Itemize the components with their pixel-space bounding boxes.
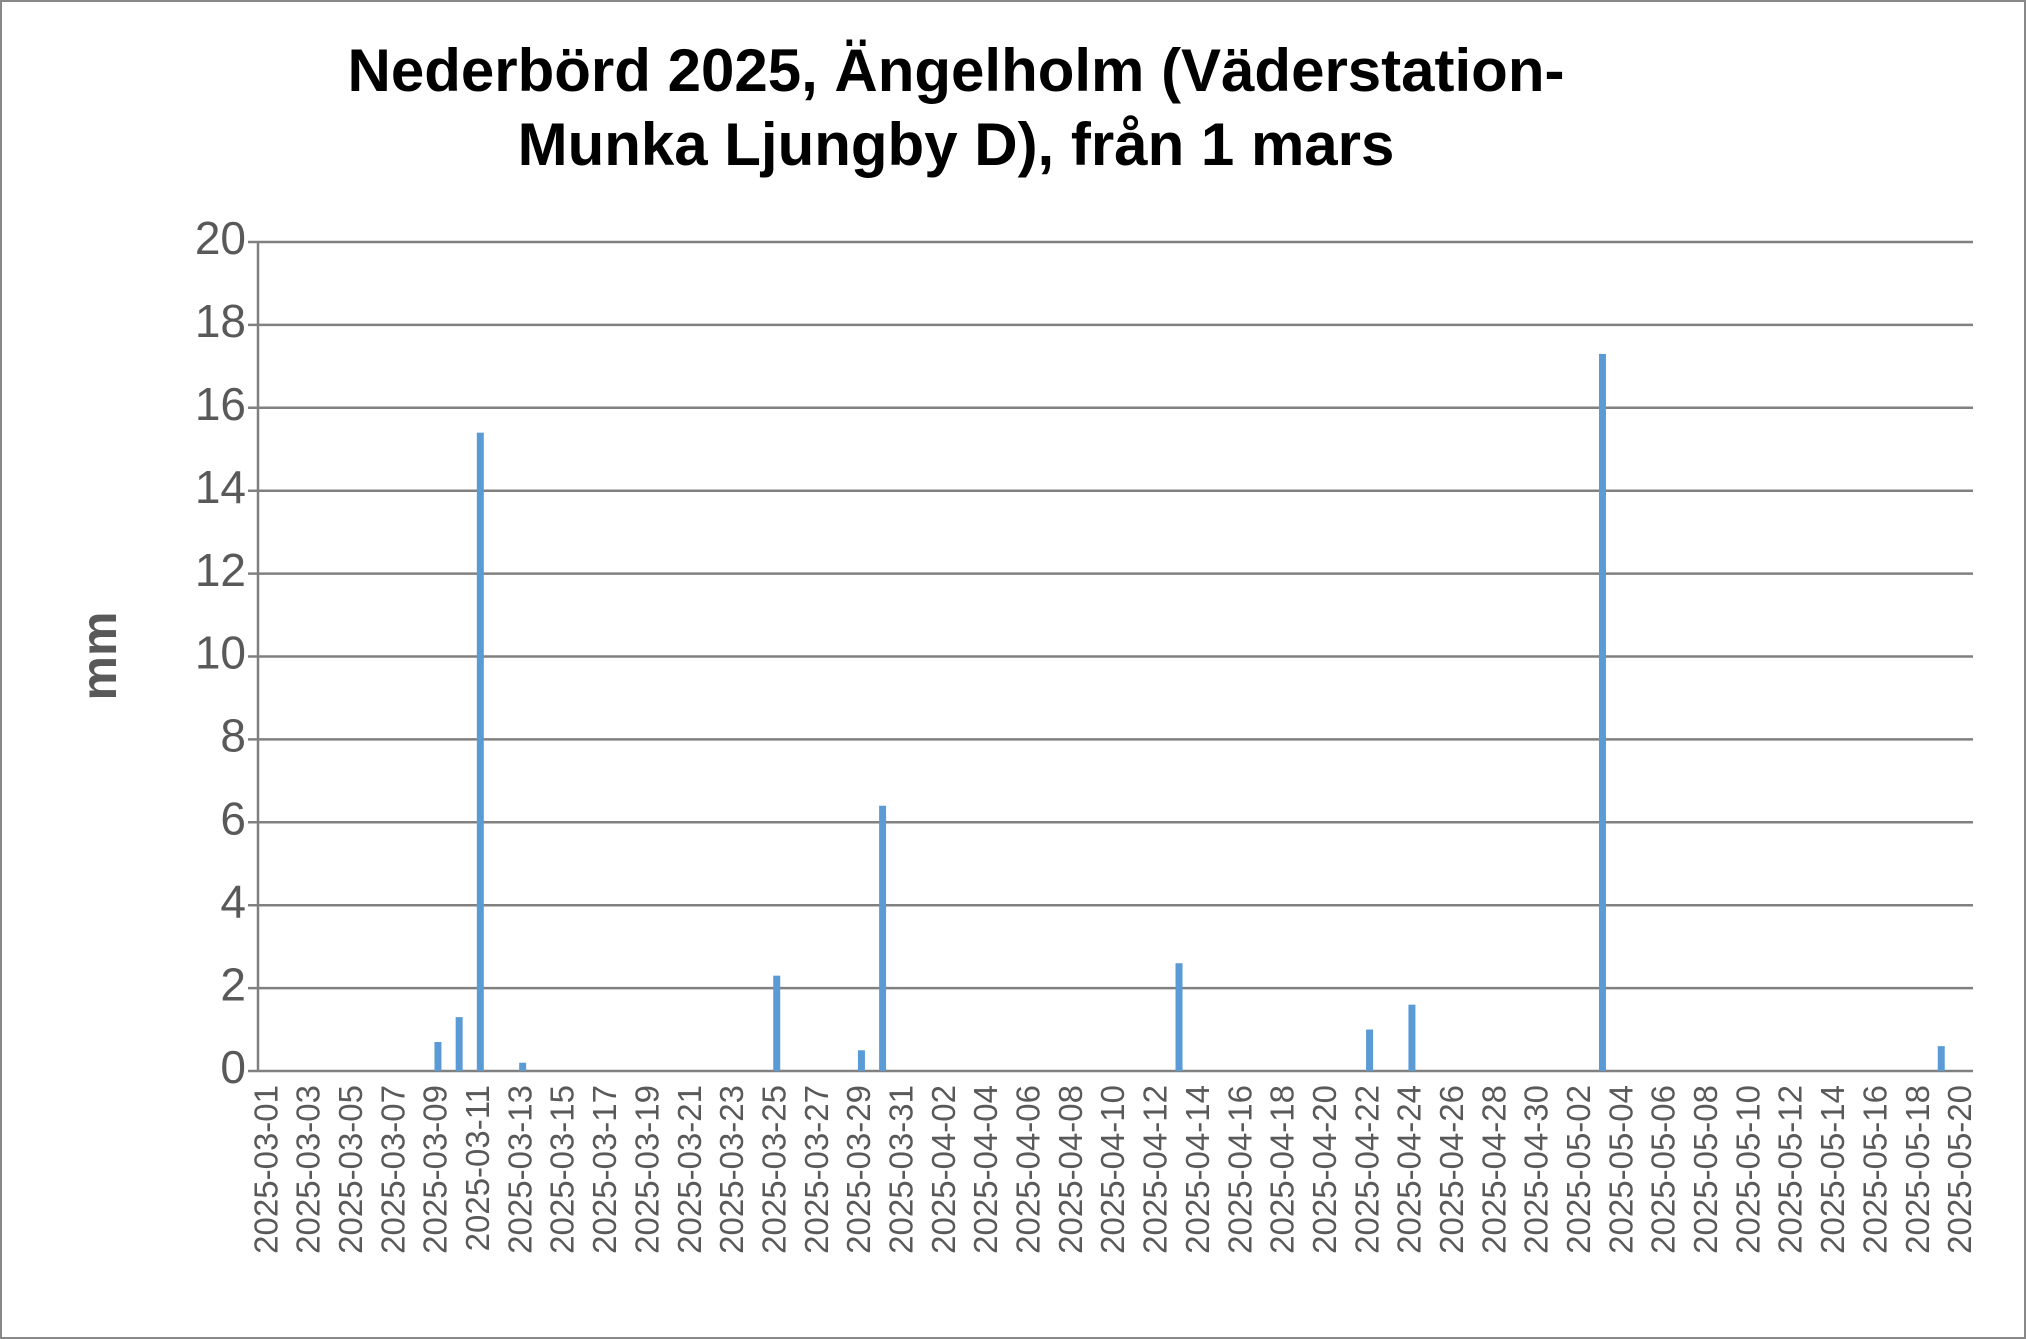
y-axis-label: mm xyxy=(71,612,127,701)
bar xyxy=(857,1050,865,1071)
x-tick-label: 2025-05-10 xyxy=(1729,1085,1766,1254)
x-tick-label: 2025-03-13 xyxy=(501,1085,538,1254)
y-tick-label: 8 xyxy=(220,710,246,762)
bar xyxy=(773,975,781,1071)
x-tick-label: 2025-04-30 xyxy=(1518,1085,1555,1254)
x-tick-label: 2025-03-03 xyxy=(290,1085,327,1254)
y-tick-label: 14 xyxy=(195,461,246,513)
bar xyxy=(1598,353,1606,1071)
chart-title: Nederbörd 2025, Ängelholm (Väderstation- xyxy=(348,37,1565,104)
y-tick-label: 4 xyxy=(220,875,246,927)
y-tick-label: 0 xyxy=(220,1041,246,1093)
x-tick-label: 2025-03-25 xyxy=(755,1085,792,1254)
x-tick-label: 2025-03-29 xyxy=(840,1085,877,1254)
bar xyxy=(879,805,887,1071)
x-tick-label: 2025-04-26 xyxy=(1433,1085,1470,1254)
x-tick-label: 2025-03-11 xyxy=(459,1085,496,1251)
x-tick-label: 2025-03-27 xyxy=(798,1085,835,1254)
y-tick-label: 20 xyxy=(195,212,246,264)
x-tick-label: 2025-04-24 xyxy=(1391,1085,1428,1254)
x-tick-label: 2025-03-05 xyxy=(332,1085,369,1254)
x-tick-label: 2025-05-14 xyxy=(1814,1085,1851,1254)
bar xyxy=(455,1017,463,1071)
chart-title: Munka Ljungby D), från 1 mars xyxy=(518,111,1395,178)
y-tick-label: 10 xyxy=(195,627,246,679)
x-tick-label: 2025-05-18 xyxy=(1899,1085,1936,1254)
x-tick-label: 2025-05-16 xyxy=(1856,1085,1893,1254)
x-tick-label: 2025-04-12 xyxy=(1137,1085,1174,1254)
x-tick-label: 2025-04-18 xyxy=(1264,1085,1301,1254)
x-tick-label: 2025-05-04 xyxy=(1602,1085,1639,1254)
x-tick-label: 2025-05-08 xyxy=(1687,1085,1724,1254)
y-tick-label: 12 xyxy=(195,544,246,596)
y-tick-label: 2 xyxy=(220,958,246,1010)
bar xyxy=(1408,1004,1416,1071)
bar xyxy=(434,1041,442,1071)
bar xyxy=(1366,1029,1374,1071)
x-tick-label: 2025-03-17 xyxy=(586,1085,623,1254)
x-tick-label: 2025-04-10 xyxy=(1094,1085,1131,1254)
x-tick-label: 2025-04-20 xyxy=(1306,1085,1343,1254)
y-tick-label: 16 xyxy=(195,378,246,430)
x-tick-label: 2025-05-02 xyxy=(1560,1085,1597,1254)
x-tick-label: 2025-05-12 xyxy=(1772,1085,1809,1254)
x-tick-label: 2025-05-20 xyxy=(1941,1085,1978,1254)
bar xyxy=(1937,1046,1945,1071)
bar xyxy=(1175,963,1183,1071)
x-tick-label: 2025-04-28 xyxy=(1475,1085,1512,1254)
y-tick-label: 6 xyxy=(220,792,246,844)
bar xyxy=(519,1062,527,1071)
x-tick-label: 2025-03-15 xyxy=(544,1085,581,1254)
x-tick-label: 2025-04-06 xyxy=(1010,1085,1047,1254)
bar xyxy=(476,432,484,1071)
x-tick-label: 2025-04-02 xyxy=(925,1085,962,1254)
x-tick-label: 2025-04-14 xyxy=(1179,1085,1216,1254)
x-tick-label: 2025-05-06 xyxy=(1645,1085,1682,1254)
x-tick-label: 2025-03-23 xyxy=(713,1085,750,1254)
x-tick-label: 2025-03-07 xyxy=(374,1085,411,1254)
x-tick-label: 2025-04-04 xyxy=(967,1085,1004,1254)
y-tick-label: 18 xyxy=(195,295,246,347)
x-tick-label: 2025-03-21 xyxy=(671,1085,708,1254)
x-tick-label: 2025-03-31 xyxy=(882,1085,919,1254)
x-tick-label: 2025-03-19 xyxy=(628,1085,665,1254)
x-tick-label: 2025-04-22 xyxy=(1348,1085,1385,1254)
x-tick-label: 2025-03-09 xyxy=(417,1085,454,1254)
x-tick-label: 2025-04-16 xyxy=(1221,1085,1258,1254)
x-tick-label: 2025-03-01 xyxy=(247,1085,284,1254)
x-tick-label: 2025-04-08 xyxy=(1052,1085,1089,1254)
